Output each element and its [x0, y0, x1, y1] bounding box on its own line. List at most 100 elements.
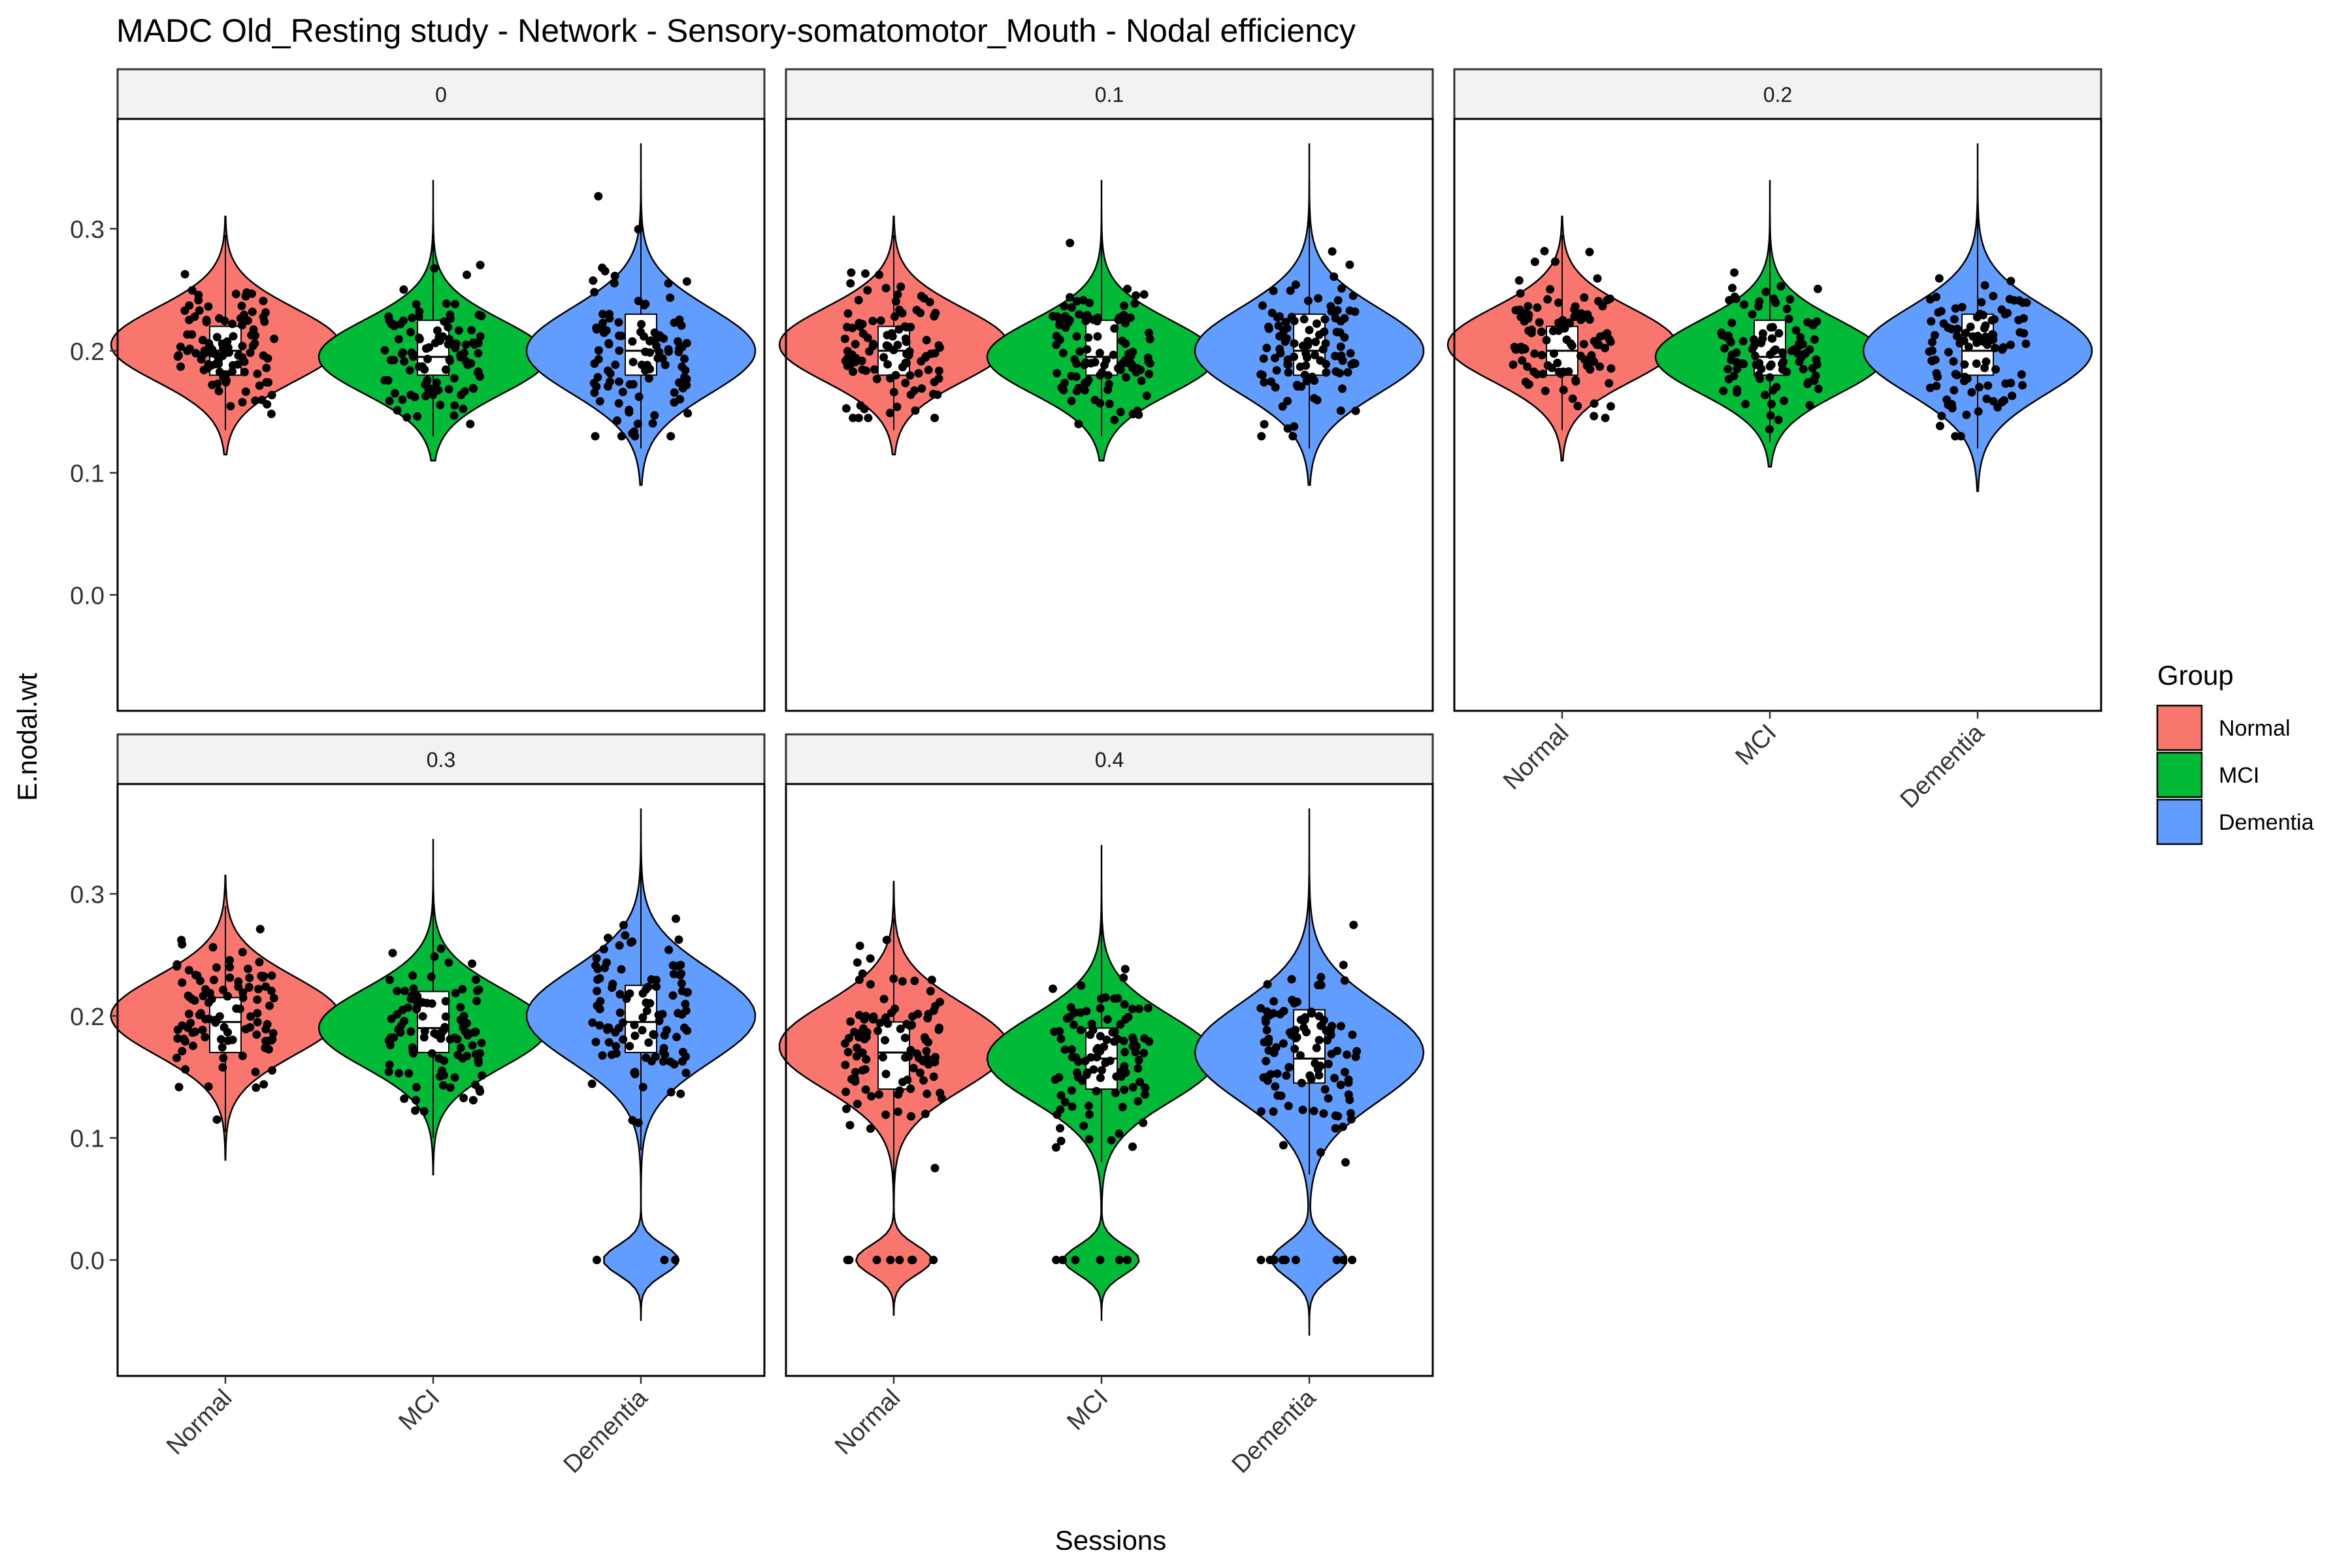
x-tick-label: Normal — [1498, 719, 1574, 795]
data-point — [1056, 1034, 1066, 1043]
data-point — [1771, 345, 1780, 354]
data-point — [1128, 1142, 1137, 1151]
data-point — [1083, 1068, 1092, 1077]
data-point — [1338, 1122, 1347, 1132]
data-point — [1115, 313, 1124, 322]
data-point — [906, 1045, 915, 1054]
data-point — [1144, 357, 1153, 367]
data-point — [594, 191, 603, 201]
data-point — [847, 268, 856, 277]
data-point — [858, 329, 868, 338]
data-point — [413, 412, 422, 421]
y-tick-label: 0.0 — [70, 583, 105, 610]
data-point — [1576, 351, 1585, 361]
data-point — [908, 1012, 917, 1021]
data-point — [864, 414, 873, 423]
data-point — [1934, 308, 1943, 317]
data-point — [1282, 334, 1291, 343]
data-point — [1279, 1141, 1288, 1150]
data-point — [1284, 1063, 1294, 1071]
data-point — [1055, 335, 1064, 344]
data-point — [843, 1047, 853, 1056]
data-point — [463, 270, 471, 280]
data-point — [1796, 333, 1805, 342]
data-point — [195, 306, 204, 315]
data-point — [188, 330, 197, 339]
data-point — [1275, 1009, 1284, 1019]
data-point — [1119, 1036, 1128, 1045]
data-point — [598, 310, 607, 319]
data-point — [459, 1094, 468, 1103]
data-point — [2022, 298, 2031, 307]
data-point — [1333, 296, 1343, 305]
facet-strip-label: 0.1 — [1095, 83, 1124, 106]
data-point — [593, 987, 602, 996]
data-point — [1273, 1069, 1282, 1078]
data-point — [406, 1027, 416, 1036]
data-point — [459, 404, 468, 414]
data-point — [603, 1023, 612, 1032]
data-point — [1084, 333, 1093, 342]
data-point — [1952, 332, 1961, 340]
data-point — [845, 1120, 855, 1130]
data-point — [924, 365, 933, 374]
data-point — [1299, 315, 1309, 324]
data-point — [676, 971, 685, 980]
data-point — [933, 390, 942, 399]
y-tick-label: 0.1 — [70, 461, 105, 488]
data-point — [252, 1030, 261, 1039]
data-point — [1966, 322, 1975, 331]
data-point — [881, 1036, 889, 1045]
data-point — [1524, 310, 1533, 319]
data-point — [1601, 344, 1609, 353]
data-point — [907, 1021, 917, 1030]
data-point — [267, 971, 276, 980]
data-point — [204, 1082, 213, 1091]
data-point — [621, 931, 630, 940]
data-point — [1263, 1072, 1272, 1081]
facet-panel: 0 0.0 0.1 0.2 0.3 — [70, 68, 766, 712]
data-point — [587, 1079, 596, 1088]
data-point — [868, 316, 877, 325]
data-point — [1774, 416, 1783, 425]
data-point — [2015, 296, 2024, 305]
y-axis-label: E.nodal.wt — [12, 673, 42, 801]
data-point — [606, 369, 615, 378]
data-point — [1761, 391, 1769, 400]
data-point — [1303, 353, 1311, 362]
data-point — [1126, 313, 1135, 322]
panel-border — [785, 783, 1434, 1377]
data-point — [1333, 1047, 1342, 1055]
data-point — [1313, 1065, 1322, 1074]
data-point — [936, 998, 945, 1007]
data-point — [1797, 353, 1806, 362]
data-point — [404, 1069, 414, 1078]
data-point — [596, 997, 605, 1005]
facet-strip-label: 0.3 — [427, 748, 455, 772]
data-point — [602, 958, 611, 967]
data-point — [885, 408, 894, 417]
data-point — [1118, 1103, 1127, 1111]
data-point — [194, 296, 203, 304]
data-point — [1286, 286, 1295, 295]
data-point — [651, 1052, 660, 1061]
data-point — [423, 355, 432, 363]
data-point — [269, 994, 278, 1003]
data-point — [640, 301, 649, 310]
data-point — [1974, 407, 1983, 416]
data-point — [1071, 1256, 1080, 1264]
data-point — [1123, 284, 1132, 293]
data-point — [867, 1092, 875, 1101]
data-point — [188, 286, 197, 295]
data-point — [1339, 960, 1348, 970]
data-point — [1324, 1094, 1333, 1103]
data-point — [238, 947, 247, 956]
data-point — [644, 374, 653, 383]
data-point — [1105, 1056, 1115, 1066]
data-point — [1062, 1014, 1071, 1023]
data-point — [1145, 335, 1154, 344]
data-point — [436, 944, 446, 953]
data-point — [678, 1057, 687, 1066]
data-point — [1601, 414, 1610, 423]
data-point — [1787, 346, 1796, 355]
